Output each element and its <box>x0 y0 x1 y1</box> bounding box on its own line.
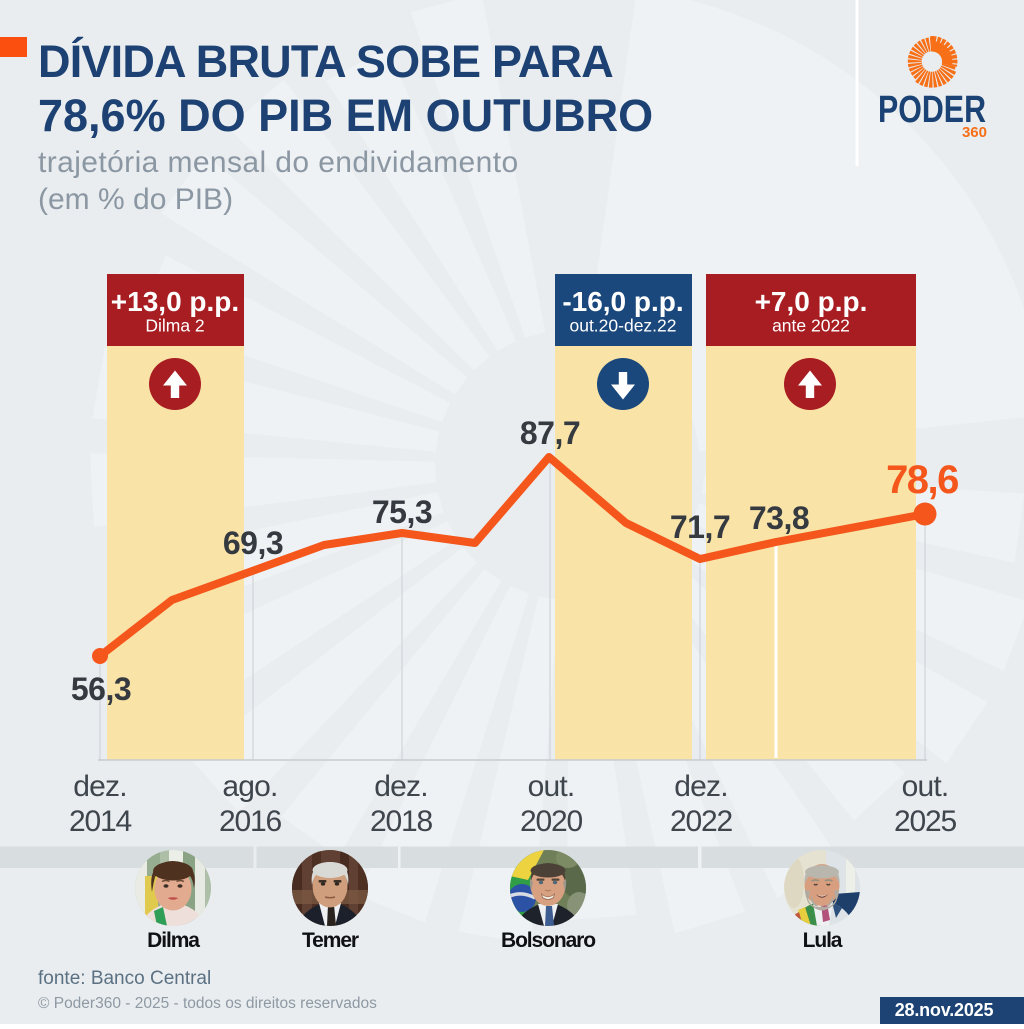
svg-text:+13,0 p.p.: +13,0 p.p. <box>111 286 239 317</box>
svg-text:Temer: Temer <box>302 929 359 952</box>
svg-text:28.nov.2025: 28.nov.2025 <box>895 1000 994 1020</box>
svg-text:dez.: dez. <box>73 770 127 803</box>
svg-text:out.: out. <box>528 770 575 803</box>
svg-text:2018: 2018 <box>370 805 432 838</box>
svg-text:-16,0 p.p.: -16,0 p.p. <box>562 286 683 317</box>
svg-text:Dilma: Dilma <box>147 929 200 952</box>
svg-text:out.20-dez.22: out.20-dez.22 <box>569 316 676 336</box>
svg-text:360: 360 <box>962 124 987 141</box>
svg-text:87,7: 87,7 <box>520 415 580 451</box>
svg-text:DÍVIDA BRUTA SOBE PARA: DÍVIDA BRUTA SOBE PARA <box>38 36 613 87</box>
svg-text:(em % do PIB): (em % do PIB) <box>38 183 233 216</box>
svg-text:Dilma 2: Dilma 2 <box>145 316 204 336</box>
svg-text:2020: 2020 <box>520 805 582 838</box>
svg-text:2016: 2016 <box>219 805 281 838</box>
svg-text:78,6% DO PIB EM OUTUBRO: 78,6% DO PIB EM OUTUBRO <box>38 90 653 141</box>
svg-text:trajetória mensal do endividam: trajetória mensal do endividamento <box>38 146 519 179</box>
svg-text:© Poder360 - 2025 - todos os d: © Poder360 - 2025 - todos os direitos re… <box>38 995 377 1012</box>
svg-text:75,3: 75,3 <box>372 494 432 530</box>
svg-text:71,7: 71,7 <box>670 509 730 545</box>
svg-text:+7,0 p.p.: +7,0 p.p. <box>755 286 868 317</box>
svg-text:dez.: dez. <box>374 770 428 803</box>
svg-text:56,3: 56,3 <box>71 671 131 707</box>
svg-text:2025: 2025 <box>894 805 956 838</box>
svg-text:dez.: dez. <box>674 770 728 803</box>
svg-text:ante 2022: ante 2022 <box>772 316 850 336</box>
svg-text:78,6: 78,6 <box>886 458 958 502</box>
svg-text:69,3: 69,3 <box>223 525 283 561</box>
svg-text:out.: out. <box>902 770 949 803</box>
svg-text:2014: 2014 <box>69 805 131 838</box>
svg-text:fonte: Banco Central: fonte: Banco Central <box>38 968 211 989</box>
svg-text:Lula: Lula <box>803 929 843 952</box>
svg-text:Bolsonaro: Bolsonaro <box>501 929 595 952</box>
svg-text:2022: 2022 <box>670 805 732 838</box>
svg-text:73,8: 73,8 <box>749 500 809 536</box>
svg-text:ago.: ago. <box>222 770 277 803</box>
